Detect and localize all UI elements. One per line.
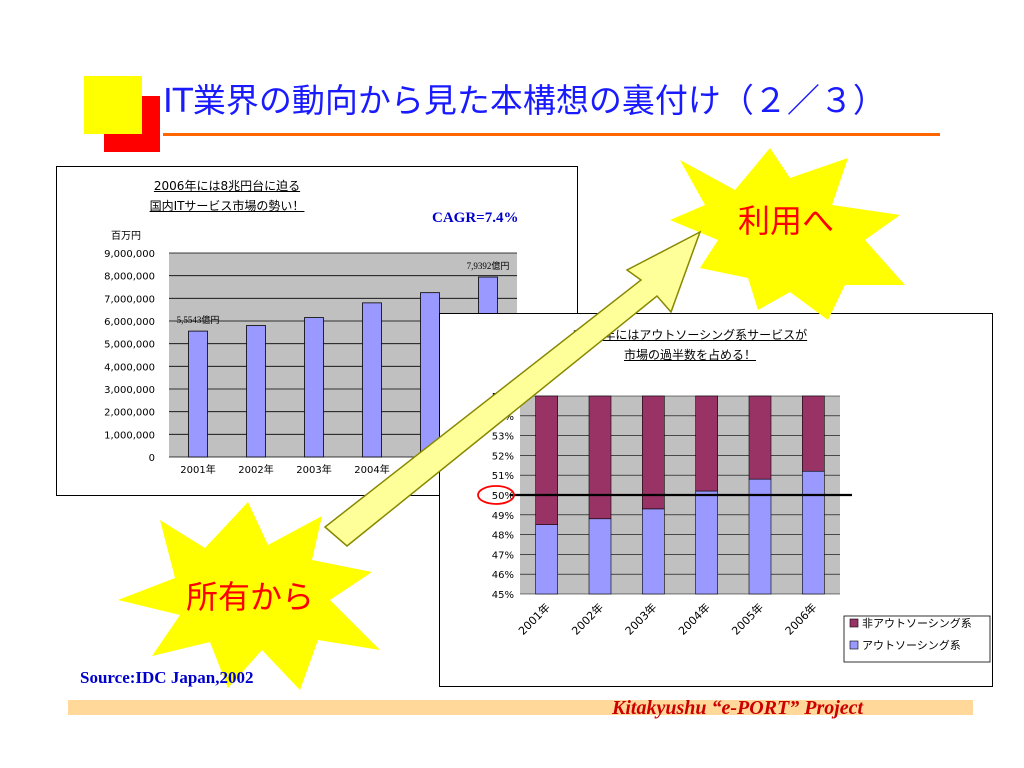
chart2-bar-non-outsourcing [802, 395, 825, 472]
chart2-legend-box [843, 615, 991, 663]
chart1-y-axis-unit: 百万円 [111, 230, 141, 242]
chart2-highlight-circle [477, 485, 515, 505]
chart2-legend-swatch [849, 618, 859, 628]
chart1-value-annotation: 5,5543億円 [177, 314, 220, 325]
logo-yellow-square [84, 76, 142, 134]
chart2-bar-non-outsourcing [535, 395, 558, 525]
chart2-y-tick-label: 46% [492, 570, 514, 581]
chart1-y-tick-label: 5,000,000 [104, 340, 155, 351]
burst-right-text: 利用へ [738, 202, 835, 240]
chart2-legend-swatch [849, 640, 859, 650]
chart1-x-tick-label: 2003年 [296, 463, 331, 476]
chart1-bar [188, 330, 208, 458]
chart1-title-line1: 2006年には8兆円台に迫る [153, 179, 301, 193]
burst-left-text: 所有から [186, 578, 315, 616]
chart2-y-tick-label: 47% [492, 550, 514, 561]
burst-right-shape [670, 148, 905, 320]
chart2-y-tick-label: 53% [492, 432, 514, 443]
footer-bar [68, 700, 973, 715]
chart2-y-tick-label: 48% [492, 531, 514, 542]
chart2-bar-non-outsourcing [748, 395, 772, 480]
chart1-y-tick-label: 9,000,000 [104, 249, 155, 260]
chart2-bar-non-outsourcing [695, 395, 718, 492]
source-note: Source:IDC Japan,2002 [80, 668, 254, 687]
chart1-y-tick-label: 7,000,000 [104, 294, 155, 305]
chart2-y-tick-label: 49% [492, 511, 514, 522]
chart1-y-tick-label: 3,000,000 [104, 385, 155, 396]
chart1-value-annotation: 7,9392億円 [467, 260, 510, 271]
footer-project: Kitakyushu “e-PORT” Project [612, 697, 864, 719]
slide-title: IT業界の動向から見た本構想の裏付け（２／３） [163, 81, 886, 120]
chart2-y-tick-label: 45% [492, 590, 514, 601]
chart2-title-line1: 2004年にはアウトソーシング系サービスが [572, 328, 808, 342]
chart1-y-tick-label: 4,000,000 [104, 362, 155, 373]
chart2-legend-label: 非アウトソーシング系 [862, 616, 972, 630]
chart2-title-line2: 市場の過半数を占める！ [623, 348, 756, 362]
chart1-bar [246, 325, 266, 458]
growth-arrow [323, 230, 702, 547]
title-underline [163, 133, 940, 136]
chart1-bar [304, 317, 324, 458]
chart2-y-tick-label: 51% [492, 471, 514, 482]
chart2-bar-non-outsourcing [642, 395, 665, 510]
chart2-legend-label: アウトソーシング系 [862, 638, 961, 652]
burst-left-shape [118, 502, 380, 690]
chart1-y-tick-label: 6,000,000 [104, 317, 155, 328]
chart2-bar-non-outsourcing [588, 395, 612, 520]
chart1-bar [362, 302, 382, 458]
chart1-x-tick-label: 2004年 [354, 463, 389, 476]
chart1-y-tick-label: 8,000,000 [104, 272, 155, 283]
chart1-x-tick-label: 2001年 [180, 463, 215, 476]
chart1-title-line2: 国内ITサービス市場の勢い！ [149, 199, 305, 213]
chart1-y-tick-label: 1,000,000 [104, 430, 155, 441]
chart1-y-tick-label: 0 [149, 453, 155, 464]
cagr-label: CAGR=7.4% [432, 210, 519, 226]
chart1-y-tick-label: 2,000,000 [104, 408, 155, 419]
chart1-x-tick-label: 2002年 [238, 463, 273, 476]
chart2-y-tick-label: 52% [492, 451, 514, 462]
chart2-y-tick-label: 50% [492, 491, 514, 502]
chart2-svg: 45%46%47%48%49%50%51%52%53%54%55%2001年20… [477, 392, 991, 663]
